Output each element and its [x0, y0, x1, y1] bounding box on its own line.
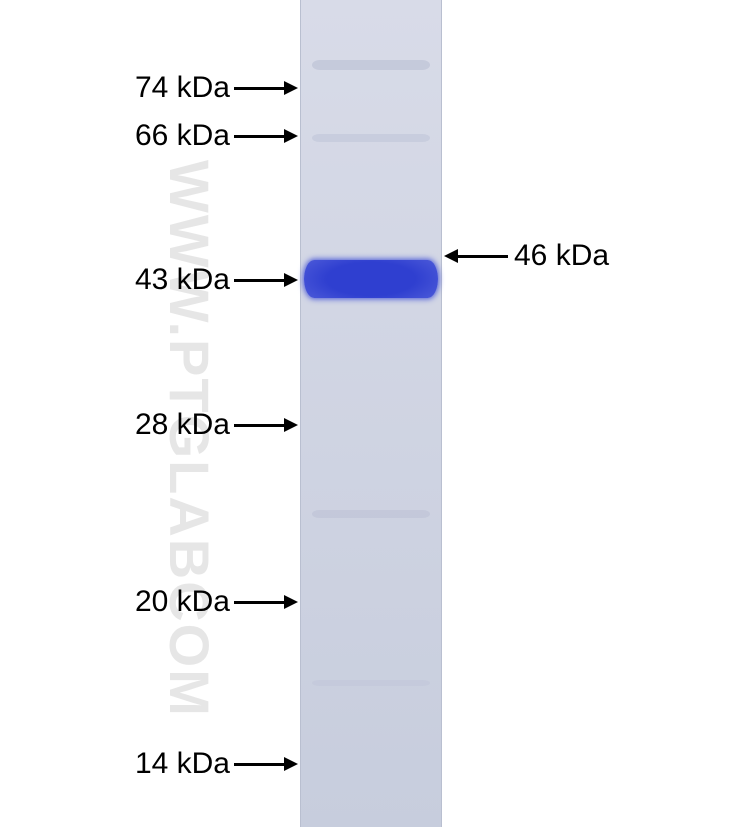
arrow-line	[234, 279, 284, 282]
arrow-line	[234, 135, 284, 138]
marker-label: 74 kDa	[80, 69, 230, 107]
marker-label: 43 kDa	[80, 261, 230, 299]
arrow-head-icon	[284, 273, 298, 287]
arrow-head-icon	[284, 129, 298, 143]
gel-image-canvas: WWW.PTGLABCOM 74 kDa66 kDa43 kDa28 kDa20…	[0, 0, 740, 827]
faint-band	[312, 60, 430, 70]
arrow-line	[458, 255, 508, 258]
arrow-head-icon	[284, 418, 298, 432]
marker-label: 28 kDa	[80, 406, 230, 444]
arrow-head-icon	[284, 81, 298, 95]
arrow-head-icon	[284, 757, 298, 771]
faint-band	[312, 680, 430, 686]
gel-lane	[300, 0, 442, 827]
arrow-line	[234, 763, 284, 766]
marker-label: 20 kDa	[80, 583, 230, 621]
marker-label: 66 kDa	[80, 117, 230, 155]
arrow-head-icon	[284, 595, 298, 609]
target-label: 46 kDa	[514, 237, 609, 275]
arrow-line	[234, 601, 284, 604]
faint-band	[312, 510, 430, 518]
protein-band	[304, 260, 438, 298]
marker-label: 14 kDa	[80, 745, 230, 783]
arrow-line	[234, 87, 284, 90]
faint-band	[312, 134, 430, 142]
arrow-line	[234, 424, 284, 427]
arrow-head-icon	[444, 249, 458, 263]
